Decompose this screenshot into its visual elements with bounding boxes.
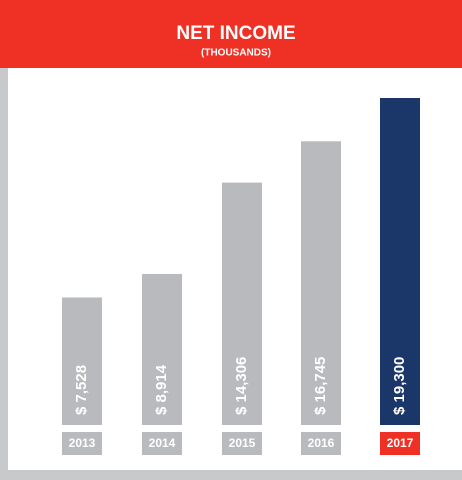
bar bbox=[142, 273, 182, 425]
header bbox=[0, 0, 462, 68]
value-label: $ 19,300 bbox=[391, 357, 408, 415]
value-label: $ 8,914 bbox=[153, 364, 170, 415]
bar bbox=[380, 98, 420, 425]
bar bbox=[222, 182, 262, 425]
value-label: $ 7,528 bbox=[73, 365, 90, 415]
x-tick-label: 2017 bbox=[387, 436, 414, 450]
chart-title: NET INCOME bbox=[176, 23, 295, 44]
bar bbox=[62, 297, 102, 425]
category-box bbox=[62, 432, 102, 455]
value-label: $ 14,306 bbox=[233, 357, 250, 415]
bar bbox=[301, 141, 341, 426]
category-box bbox=[142, 432, 182, 455]
category-box bbox=[380, 432, 420, 455]
x-tick-label: 2013 bbox=[69, 436, 96, 450]
category-box bbox=[222, 432, 262, 455]
value-label: $ 16,745 bbox=[312, 357, 329, 415]
x-tick-label: 2014 bbox=[149, 436, 176, 450]
category-box bbox=[301, 432, 341, 455]
x-tick-label: 2015 bbox=[229, 436, 256, 450]
x-tick-label: 2016 bbox=[308, 436, 335, 450]
chart-subtitle: (THOUSANDS) bbox=[201, 48, 271, 59]
